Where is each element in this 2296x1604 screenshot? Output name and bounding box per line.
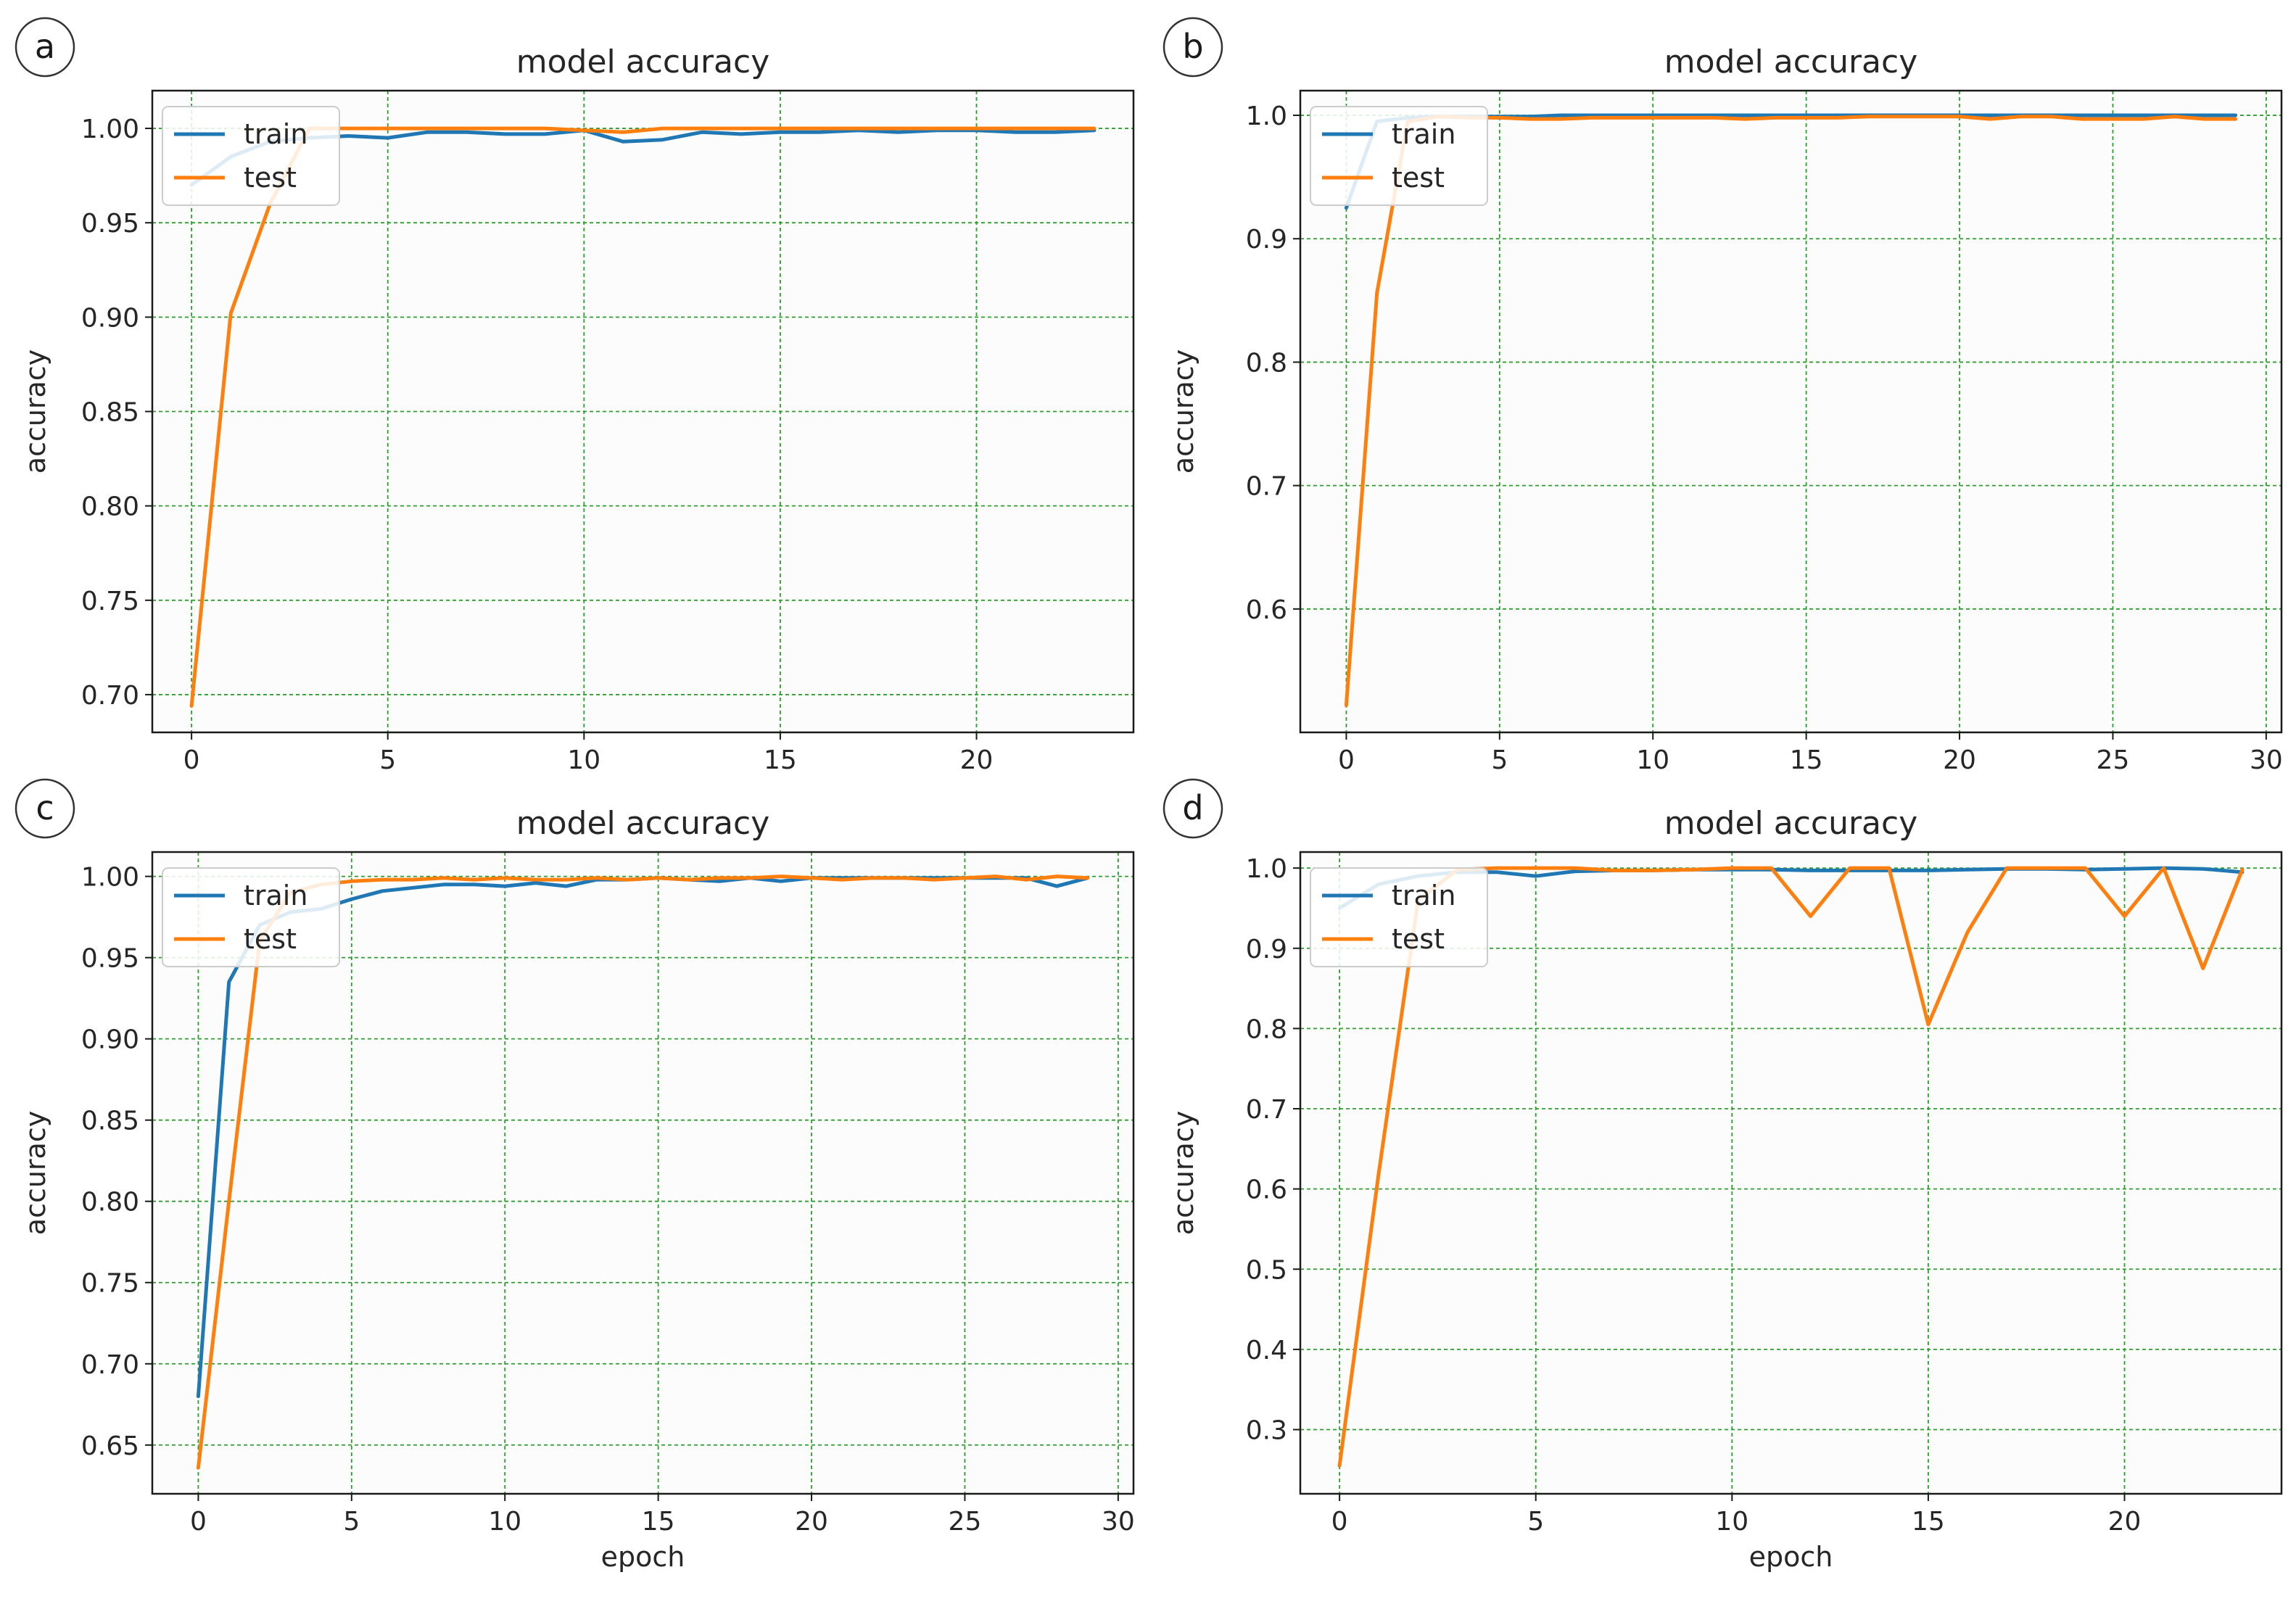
x-tick-label: 0 — [1338, 745, 1355, 775]
series-line-train — [189, 128, 1097, 187]
panel-letter-circle — [1163, 778, 1223, 839]
y-tick-label: 0.8 — [1246, 1014, 1287, 1044]
x-tick-label: 0 — [190, 1507, 207, 1537]
chart-panel-a: a 0 5 10 15 20 0.70 0.75 0.80 0.85 0.90 0.95 1.00 mod… — [0, 0, 1148, 775]
x-axis-label: epoch — [601, 1541, 685, 1573]
chart-panel-c: c 0 5 10 15 20 25 30 0.65 0.70 0.75 0.80 0.85 0.90 0.9… — [0, 761, 1148, 1573]
legend-box — [1310, 867, 1488, 967]
y-tick-label: 0.5 — [1246, 1255, 1287, 1285]
y-tick-label: 0.80 — [81, 492, 139, 522]
series-line-train — [1337, 866, 2245, 910]
x-tick-label: 10 — [488, 1507, 521, 1537]
series-line-test — [189, 126, 1097, 708]
x-tick-label: 15 — [1790, 745, 1823, 775]
y-tick-label: 0.7 — [1246, 472, 1287, 502]
y-tick-label: 1.00 — [81, 863, 139, 893]
chart-title: model accuracy — [516, 805, 770, 842]
panel-letter-circle — [1163, 17, 1223, 78]
y-tick-label: 0.80 — [81, 1188, 139, 1218]
axes-frame — [1299, 89, 2283, 734]
y-tick-label: 1.00 — [81, 115, 139, 144]
series-line-test — [1337, 866, 2245, 1468]
x-tick-label: 25 — [2097, 745, 2130, 775]
x-tick-label: 25 — [949, 1507, 982, 1537]
x-tick-label: 15 — [1912, 1507, 1945, 1537]
axes-frame — [151, 851, 1135, 1495]
chart-a-svg: a 0 5 10 15 20 0.70 0.75 0.80 0.85 0.90 0.95 1.00 mod… — [15, 17, 1135, 775]
panel-letter: a — [35, 27, 55, 66]
legend-label-train: train — [244, 880, 307, 911]
x-tick-label: 15 — [764, 745, 797, 775]
panel-letter: d — [1182, 788, 1203, 827]
y-tick-label: 0.95 — [81, 209, 139, 239]
x-tick-label: 20 — [795, 1507, 828, 1537]
chart-panel-b: b 0 5 10 15 20 25 30 0.6 0.7 0.8 0.9 1.0 model accura… — [1148, 0, 2296, 775]
x-axis-label: epoch — [1749, 1541, 1833, 1573]
x-tick-label: 10 — [567, 745, 600, 775]
y-tick-label: 0.7 — [1246, 1095, 1287, 1125]
y-tick-label: 1.0 — [1246, 854, 1287, 884]
x-tick-label: 10 — [1636, 745, 1669, 775]
y-tick-label: 0.85 — [81, 398, 139, 428]
x-tick-label: 10 — [1715, 1507, 1748, 1537]
legend-label-train: train — [1392, 118, 1455, 150]
series-line-test — [196, 875, 1090, 1470]
y-tick-label: 0.70 — [81, 1350, 139, 1380]
y-tick-label: 0.3 — [1246, 1416, 1287, 1446]
x-tick-label: 20 — [960, 745, 994, 775]
y-tick-label: 0.90 — [81, 1025, 139, 1055]
x-tick-label: 5 — [379, 745, 396, 775]
axes-frame — [1299, 851, 2283, 1495]
y-tick-label: 0.6 — [1246, 1175, 1287, 1205]
y-tick-label: 0.70 — [81, 681, 139, 711]
y-axis-label: accuracy — [1168, 1111, 1199, 1235]
panel-letter-circle — [15, 17, 75, 78]
y-axis-label: accuracy — [1168, 350, 1199, 474]
panel-letter: b — [1182, 27, 1203, 66]
legend-label-train: train — [244, 118, 307, 150]
x-tick-label: 20 — [1943, 745, 1976, 775]
x-tick-label: 5 — [1527, 1507, 1544, 1537]
y-tick-label: 0.90 — [81, 303, 139, 333]
y-tick-label: 0.9 — [1246, 225, 1287, 255]
y-tick-label: 0.8 — [1246, 348, 1287, 378]
y-tick-label: 0.65 — [81, 1431, 139, 1461]
y-tick-label: 0.85 — [81, 1107, 139, 1136]
legend-label-train: train — [1392, 880, 1455, 911]
y-tick-label: 0.75 — [81, 587, 139, 616]
y-axis-label: accuracy — [20, 1111, 51, 1235]
chart-title: model accuracy — [516, 44, 770, 80]
y-tick-label: 0.95 — [81, 944, 139, 974]
chart-title: model accuracy — [1664, 44, 1918, 80]
panel-letter-circle — [15, 778, 75, 839]
chart-title: model accuracy — [1664, 805, 1918, 842]
x-tick-label: 5 — [343, 1507, 360, 1537]
chart-b-svg: b 0 5 10 15 20 25 30 0.6 0.7 0.8 0.9 1.0 model accura… — [1163, 17, 2283, 775]
legend-label-test: test — [244, 162, 297, 194]
x-tick-label: 0 — [183, 745, 200, 775]
x-tick-label: 30 — [2250, 745, 2283, 775]
y-tick-label: 0.6 — [1246, 595, 1287, 625]
panel-letter: c — [36, 788, 54, 827]
chart-panel-d: d 0 5 10 15 20 0.3 0.4 0.5 0.6 0.7 0.8 0.9 1.0 model a… — [1148, 761, 2296, 1573]
y-axis-label: accuracy — [20, 350, 51, 474]
series-line-test — [1344, 115, 2238, 708]
chart-c-svg: c 0 5 10 15 20 25 30 0.65 0.70 0.75 0.80 0.85 0.90 0.9… — [15, 778, 1135, 1573]
legend-box — [162, 106, 340, 206]
x-tick-label: 5 — [1491, 745, 1508, 775]
x-tick-label: 15 — [642, 1507, 675, 1537]
legend-box — [1310, 106, 1488, 206]
x-tick-label: 20 — [2108, 1507, 2142, 1537]
x-tick-label: 30 — [1102, 1507, 1135, 1537]
y-tick-label: 0.75 — [81, 1269, 139, 1299]
legend-label-test: test — [1392, 923, 1445, 955]
y-tick-label: 0.4 — [1246, 1336, 1287, 1365]
legend-box — [162, 867, 340, 967]
legend-label-test: test — [244, 923, 297, 955]
chart-d-svg: d 0 5 10 15 20 0.3 0.4 0.5 0.6 0.7 0.8 0.9 1.0 model a… — [1163, 778, 2283, 1573]
legend-label-test: test — [1392, 162, 1445, 194]
y-tick-label: 1.0 — [1246, 102, 1287, 131]
x-tick-label: 0 — [1331, 1507, 1348, 1537]
y-tick-label: 0.9 — [1246, 935, 1287, 964]
